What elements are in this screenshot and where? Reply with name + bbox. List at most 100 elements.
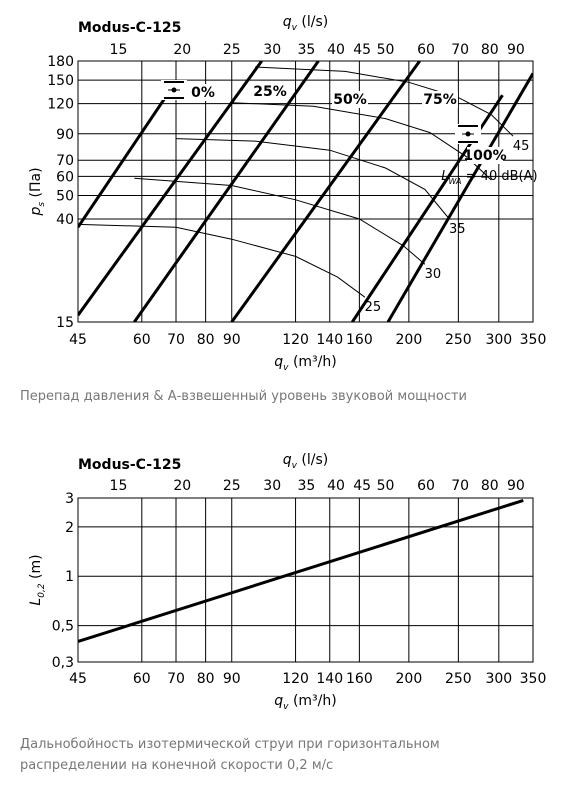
x-axis-label: qv (m³/h) bbox=[274, 693, 336, 712]
top-x-tick-label: 70 bbox=[451, 478, 469, 494]
sound-label-45: 45 bbox=[513, 139, 530, 154]
x-tick-label: 45 bbox=[69, 671, 87, 687]
x-tick-label: 250 bbox=[445, 332, 472, 348]
pct-label-bg bbox=[332, 91, 368, 108]
top-x-tick-label: 20 bbox=[173, 478, 191, 494]
y-tick-label: 0,5 bbox=[52, 619, 74, 635]
x-tick-label: 350 bbox=[520, 332, 547, 348]
series-line-1 bbox=[78, 80, 178, 229]
sound-curve-35 bbox=[175, 138, 450, 220]
x-tick-label: 120 bbox=[282, 671, 309, 687]
x-tick-label: 160 bbox=[346, 332, 373, 348]
top-x-tick-label: 20 bbox=[173, 42, 191, 58]
y-tick-label: 120 bbox=[47, 97, 74, 113]
top-x-tick-label: 45 bbox=[353, 42, 371, 58]
top-x-tick-label: 25 bbox=[223, 478, 241, 494]
top-x-tick-label: 45 bbox=[353, 478, 371, 494]
top-x-tick-label: 90 bbox=[507, 42, 525, 58]
x-tick-label: 120 bbox=[282, 332, 309, 348]
x-tick-label: 90 bbox=[223, 671, 241, 687]
chart2-caption: Дальнобойность изотермической струи при … bbox=[20, 734, 440, 776]
chart2-caption-line-2: распределении на конечной скорости 0,2 м… bbox=[20, 758, 334, 773]
top-x-tick-label: 25 bbox=[223, 42, 241, 58]
top-x-axis-label: qv (l/s) bbox=[283, 14, 329, 33]
top-x-tick-label: 50 bbox=[377, 42, 395, 58]
damper-position-label-2: 25% bbox=[253, 84, 287, 100]
sound-label-25: 25 bbox=[365, 300, 382, 315]
x-tick-label: 200 bbox=[396, 332, 423, 348]
series-line-3 bbox=[133, 61, 320, 322]
x-tick-label: 45 bbox=[69, 332, 87, 348]
y-axis-label: L0,2 (m) bbox=[28, 554, 47, 605]
x-axis-label: qv (m³/h) bbox=[274, 354, 336, 373]
plot-frame bbox=[77, 497, 534, 663]
y-tick-label: 70 bbox=[56, 153, 74, 169]
y-tick-label: 50 bbox=[56, 189, 74, 205]
top-x-tick-label: 35 bbox=[297, 478, 315, 494]
x-tick-label: 160 bbox=[346, 671, 373, 687]
top-x-tick-label: 50 bbox=[377, 478, 395, 494]
y-tick-label: 2 bbox=[65, 520, 74, 536]
y-tick-label: 15 bbox=[56, 315, 74, 331]
top-x-tick-label: 40 bbox=[327, 478, 345, 494]
y-axis-label: ps (Па) bbox=[28, 167, 47, 216]
x-tick-label: 60 bbox=[133, 332, 151, 348]
chart2-caption-line-1: Дальнобойность изотермической струи при … bbox=[20, 737, 440, 752]
top-x-tick-label: 40 bbox=[327, 42, 345, 58]
chart-title: Modus-C-125 bbox=[78, 20, 181, 36]
plot-frame bbox=[77, 60, 534, 323]
sound-label-30: 30 bbox=[425, 267, 442, 282]
y-tick-label: 1 bbox=[65, 569, 74, 585]
x-tick-label: 140 bbox=[316, 332, 343, 348]
y-tick-label: 60 bbox=[56, 169, 74, 185]
x-tick-label: 80 bbox=[197, 332, 215, 348]
pct-label-bg bbox=[252, 83, 288, 100]
sound-curve-25 bbox=[78, 223, 366, 298]
chart-title: Modus-C-125 bbox=[78, 457, 181, 473]
pct-label-bg bbox=[467, 147, 503, 164]
sound-label-35: 35 bbox=[449, 222, 466, 237]
y-tick-label: 180 bbox=[47, 54, 74, 70]
top-x-tick-label: 15 bbox=[110, 42, 128, 58]
damper-position-label-5: 100% bbox=[463, 148, 506, 164]
x-tick-label: 80 bbox=[197, 671, 215, 687]
x-tick-label: 70 bbox=[167, 332, 185, 348]
plot-area bbox=[78, 498, 524, 643]
pct-label-bg bbox=[422, 91, 458, 108]
sound-curve-30 bbox=[134, 177, 426, 265]
series-line-2 bbox=[78, 61, 263, 317]
x-tick-label: 300 bbox=[485, 332, 512, 348]
y-tick-label: 150 bbox=[47, 73, 74, 89]
pct-label-bg bbox=[185, 84, 221, 101]
damper-position-label-1: 0% bbox=[191, 85, 215, 101]
top-x-tick-label: 80 bbox=[481, 42, 499, 58]
x-tick-label: 90 bbox=[223, 332, 241, 348]
top-x-tick-label: 80 bbox=[481, 478, 499, 494]
y-tick-label: 90 bbox=[56, 127, 74, 143]
top-x-tick-label: 35 bbox=[297, 42, 315, 58]
top-x-tick-label: 60 bbox=[417, 478, 435, 494]
top-x-tick-label: 60 bbox=[417, 42, 435, 58]
y-tick-label: 40 bbox=[56, 212, 74, 228]
y-tick-label: 3 bbox=[65, 491, 74, 507]
x-tick-label: 200 bbox=[396, 671, 423, 687]
top-x-axis-label: qv (l/s) bbox=[283, 452, 329, 471]
sound-curve-45 bbox=[255, 66, 514, 137]
x-tick-label: 350 bbox=[520, 671, 547, 687]
series-line-1 bbox=[78, 498, 524, 643]
x-tick-label: 70 bbox=[167, 671, 185, 687]
top-x-tick-label: 30 bbox=[263, 478, 281, 494]
x-tick-label: 300 bbox=[485, 671, 512, 687]
plot-area bbox=[78, 61, 533, 322]
series-line-4 bbox=[230, 61, 421, 322]
chart1-caption: Перепад давления & А-взвешенный уровень … bbox=[20, 389, 468, 404]
x-tick-label: 140 bbox=[316, 671, 343, 687]
series-line-6 bbox=[386, 72, 533, 322]
x-tick-label: 250 bbox=[445, 671, 472, 687]
top-x-tick-label: 30 bbox=[263, 42, 281, 58]
damper-open-icon bbox=[455, 124, 481, 144]
damper-position-label-4: 75% bbox=[423, 92, 457, 108]
y-tick-label: 0,3 bbox=[52, 655, 74, 671]
